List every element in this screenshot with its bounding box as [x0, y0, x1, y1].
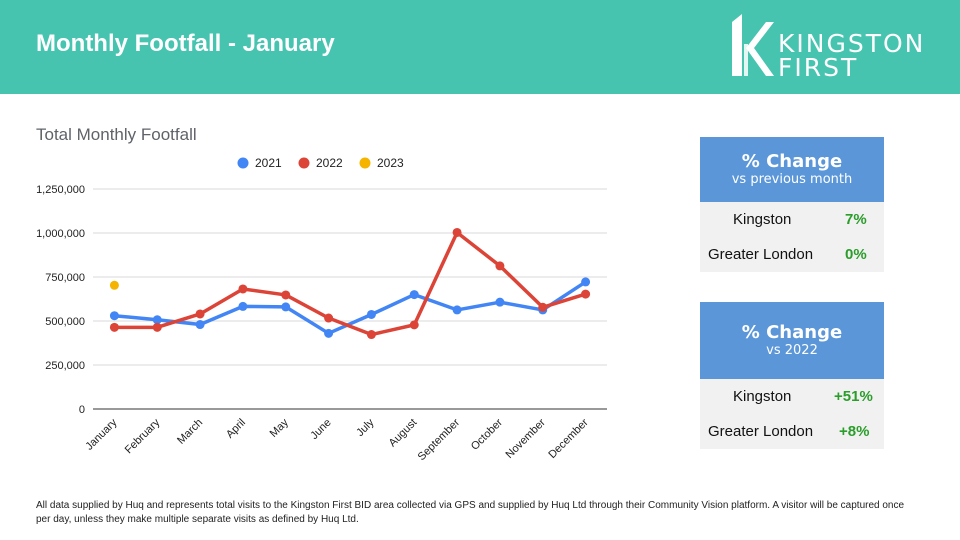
data-point-2021 [152, 315, 162, 325]
chart-legend: 2021 2022 2023 [237, 156, 404, 170]
row-label: Greater London [708, 423, 814, 440]
data-point-2022 [538, 302, 548, 312]
y-tick-label: 1,250,000 [36, 184, 85, 196]
legend-label: 2023 [377, 156, 404, 170]
data-point-2023 [109, 280, 119, 290]
y-tick-label: 1,000,000 [36, 228, 85, 240]
data-point-2022 [109, 322, 119, 332]
x-axis: January February March April May June July Augu… [83, 416, 591, 463]
data-point-2022 [195, 309, 205, 319]
data-point-2021 [495, 297, 505, 307]
legend-label: 2022 [316, 156, 343, 170]
data-point-2021 [581, 277, 591, 287]
data-point-2021 [238, 301, 248, 311]
y-tick-label: 250,000 [45, 360, 85, 372]
x-tick-label: February [123, 416, 163, 456]
data-point-2022 [452, 227, 462, 237]
card-header: % Change vs 2022 [700, 302, 884, 379]
row-label: Kingston [733, 388, 792, 405]
data-point-2021 [366, 309, 376, 319]
page-title: Monthly Footfall - January [36, 30, 335, 57]
card-title: % Change [741, 322, 843, 343]
x-tick-label: October [469, 416, 505, 452]
data-point-2022 [409, 320, 419, 330]
row-value: 7% [845, 211, 867, 228]
card-subtitle: vs previous month [731, 172, 853, 187]
card-row-greater-london: Greater London 0% [700, 237, 884, 272]
y-tick-label: 0 [79, 404, 85, 416]
x-tick-label: November [504, 416, 549, 461]
row-label: Greater London [708, 246, 814, 263]
logo-text-first: FIRST [778, 53, 859, 82]
data-point-2022 [152, 322, 162, 332]
logo-mark-icon [732, 14, 774, 76]
x-tick-label: January [83, 416, 120, 453]
x-tick-label: April [224, 417, 248, 441]
chart-grid [93, 188, 607, 410]
x-tick-label: September [416, 416, 463, 463]
y-tick-label: 500,000 [45, 316, 85, 328]
y-tick-label: 750,000 [45, 272, 85, 284]
x-tick-label: May [268, 416, 292, 440]
card-subtitle: vs 2022 [766, 343, 818, 358]
series-line-2022 [114, 230, 587, 337]
card-row-kingston: Kingston 7% [700, 202, 884, 237]
x-tick-label: March [175, 417, 205, 447]
y-axis: 0 250,000 500,000 750,000 1,000,000 1,250,000 [36, 184, 85, 416]
data-point-2021 [195, 320, 205, 330]
kingston-first-logo: KINGSTON FIRST [728, 12, 938, 82]
x-tick-label: December [546, 416, 591, 461]
card-header: % Change vs previous month [700, 137, 884, 202]
card-row-greater-london: Greater London +8% [700, 414, 884, 449]
data-point-2021 [281, 302, 291, 312]
x-tick-label: June [308, 417, 333, 442]
data-point-2021 [452, 305, 462, 315]
data-point-2021 [324, 328, 334, 338]
card-row-kingston: Kingston +51% [700, 379, 884, 414]
data-point-2022 [281, 290, 291, 300]
x-tick-label: July [354, 416, 377, 439]
legend-swatch [237, 157, 249, 169]
data-point-2022 [324, 313, 334, 323]
chart-series [109, 227, 591, 340]
legend-swatch [298, 157, 310, 169]
row-label: Kingston [733, 211, 792, 228]
chart-title: Total Monthly Footfall [36, 125, 197, 144]
row-value: +51% [834, 388, 873, 405]
data-point-2022 [581, 289, 591, 299]
series-line-2021 [114, 280, 587, 336]
change-vs-previous-month-card: % Change vs previous month Kingston 7% G… [700, 137, 884, 272]
card-title: % Change [741, 151, 843, 172]
change-vs-2022-card: % Change vs 2022 Kingston +51% Greater L… [700, 302, 884, 449]
legend-swatch [359, 157, 371, 169]
data-point-2021 [109, 311, 119, 321]
legend-label: 2021 [255, 156, 282, 170]
data-source-footnote: All data supplied by Huq and represents … [36, 500, 905, 525]
x-tick-label: August [387, 417, 420, 450]
header-banner: Monthly Footfall - January KINGSTON FIRS… [0, 0, 960, 94]
logo-text-kingston: KINGSTON [778, 29, 926, 58]
data-point-2022 [238, 284, 248, 294]
data-point-2021 [409, 290, 419, 300]
row-value: +8% [839, 423, 870, 440]
row-value: 0% [845, 246, 867, 263]
footfall-line-chart: Total Monthly Footfall 2021 2022 2023 0 250… [36, 125, 607, 463]
data-point-2022 [495, 261, 505, 271]
data-point-2022 [366, 330, 376, 340]
